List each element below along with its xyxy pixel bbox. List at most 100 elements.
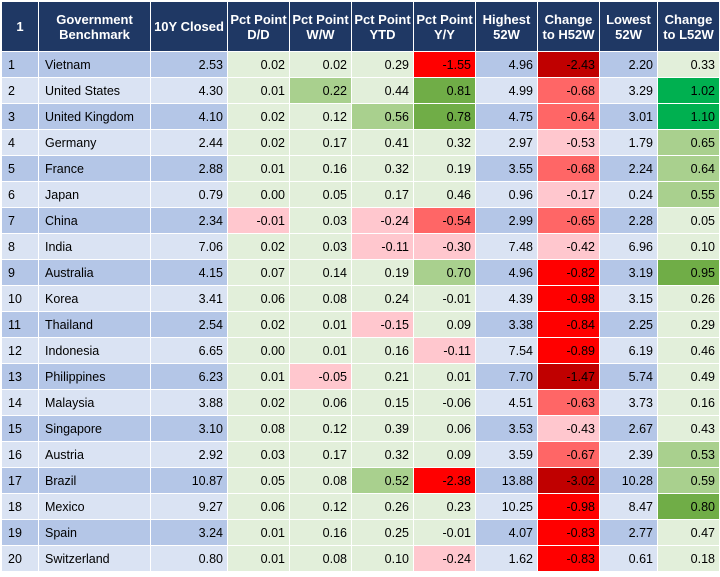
cell-chl: 0.05 [657, 207, 720, 234]
cell-high: 4.96 [475, 51, 538, 78]
cell-chl: 0.46 [657, 337, 720, 364]
cell-name: Singapore [38, 415, 151, 442]
cell-ytd: 0.16 [351, 337, 414, 364]
cell-closed: 6.65 [150, 337, 228, 364]
cell-ww: 0.22 [289, 77, 352, 104]
cell-name: United States [38, 77, 151, 104]
cell-closed: 2.44 [150, 129, 228, 156]
cell-dd: 0.02 [227, 103, 290, 130]
cell-rank: 20 [1, 545, 39, 572]
table-row: 16 Austria 2.92 0.03 0.17 0.32 0.09 3.59 -0.67 2.… [1, 441, 720, 468]
cell-chl: 0.47 [657, 519, 720, 546]
table-row: 8 India 7.06 0.02 0.03 -0.11 -0.30 7.48 -0.42 6.9… [1, 233, 720, 260]
cell-closed: 3.41 [150, 285, 228, 312]
cell-name: France [38, 155, 151, 182]
cell-chl: 0.53 [657, 441, 720, 468]
cell-name: Vietnam [38, 51, 151, 78]
cell-yy: 0.09 [413, 441, 476, 468]
cell-chl: 0.95 [657, 259, 720, 286]
cell-low: 6.19 [599, 337, 658, 364]
cell-ytd: 0.52 [351, 467, 414, 494]
cell-ytd: 0.19 [351, 259, 414, 286]
cell-high: 13.88 [475, 467, 538, 494]
cell-closed: 2.53 [150, 51, 228, 78]
table-row: 6 Japan 0.79 0.00 0.05 0.17 0.46 0.96 -0.17 0.24 0… [1, 181, 720, 208]
cell-low: 2.24 [599, 155, 658, 182]
cell-chh: -0.68 [537, 155, 600, 182]
cell-closed: 2.92 [150, 441, 228, 468]
cell-ytd: -0.24 [351, 207, 414, 234]
cell-low: 2.28 [599, 207, 658, 234]
cell-rank: 18 [1, 493, 39, 520]
cell-ww: 0.01 [289, 337, 352, 364]
cell-high: 2.97 [475, 129, 538, 156]
cell-dd: 0.03 [227, 441, 290, 468]
cell-chl: 0.26 [657, 285, 720, 312]
cell-dd: 0.02 [227, 129, 290, 156]
cell-yy: 0.06 [413, 415, 476, 442]
header-highest-52w: Highest 52W [475, 1, 538, 52]
cell-yy: 0.32 [413, 129, 476, 156]
cell-high: 4.99 [475, 77, 538, 104]
cell-chh: -0.89 [537, 337, 600, 364]
cell-dd: 0.02 [227, 233, 290, 260]
cell-name: Germany [38, 129, 151, 156]
cell-low: 6.96 [599, 233, 658, 260]
cell-high: 2.99 [475, 207, 538, 234]
table-row: 17 Brazil 10.87 0.05 0.08 0.52 -2.38 13.88 -3.02… [1, 467, 720, 494]
cell-name: Switzerland [38, 545, 151, 572]
cell-low: 3.29 [599, 77, 658, 104]
cell-ww: 0.17 [289, 441, 352, 468]
cell-chl: 0.55 [657, 181, 720, 208]
cell-chl: 0.29 [657, 311, 720, 338]
cell-yy: -1.55 [413, 51, 476, 78]
table-row: 20 Switzerland 0.80 0.01 0.08 0.10 -0.24 1.62 -0… [1, 545, 720, 572]
cell-dd: 0.01 [227, 545, 290, 572]
cell-name: United Kingdom [38, 103, 151, 130]
cell-high: 4.51 [475, 389, 538, 416]
cell-dd: 0.01 [227, 363, 290, 390]
cell-yy: -0.01 [413, 519, 476, 546]
cell-closed: 2.54 [150, 311, 228, 338]
cell-yy: 0.09 [413, 311, 476, 338]
header-ytd: Pct Point YTD [351, 1, 414, 52]
cell-ytd: -0.15 [351, 311, 414, 338]
cell-ww: 0.08 [289, 467, 352, 494]
cell-name: India [38, 233, 151, 260]
cell-rank: 9 [1, 259, 39, 286]
cell-chh: -0.98 [537, 493, 600, 520]
cell-dd: 0.07 [227, 259, 290, 286]
cell-chh: -0.67 [537, 441, 600, 468]
cell-name: Korea [38, 285, 151, 312]
cell-dd: 0.00 [227, 337, 290, 364]
cell-yy: 0.23 [413, 493, 476, 520]
cell-low: 2.67 [599, 415, 658, 442]
cell-dd: 0.06 [227, 493, 290, 520]
cell-high: 3.53 [475, 415, 538, 442]
cell-high: 4.75 [475, 103, 538, 130]
cell-ytd: 0.56 [351, 103, 414, 130]
table-row: 10 Korea 3.41 0.06 0.08 0.24 -0.01 4.39 -0.98 3.1… [1, 285, 720, 312]
cell-rank: 15 [1, 415, 39, 442]
cell-ytd: 0.26 [351, 493, 414, 520]
header-dd: Pct Point D/D [227, 1, 290, 52]
cell-closed: 0.80 [150, 545, 228, 572]
cell-low: 8.47 [599, 493, 658, 520]
cell-chl: 0.64 [657, 155, 720, 182]
cell-low: 0.61 [599, 545, 658, 572]
cell-chh: -2.43 [537, 51, 600, 78]
cell-high: 3.38 [475, 311, 538, 338]
cell-ytd: 0.32 [351, 441, 414, 468]
cell-yy: -0.54 [413, 207, 476, 234]
cell-rank: 7 [1, 207, 39, 234]
cell-high: 4.07 [475, 519, 538, 546]
cell-dd: -0.01 [227, 207, 290, 234]
cell-low: 3.01 [599, 103, 658, 130]
cell-name: Indonesia [38, 337, 151, 364]
cell-ww: 0.08 [289, 285, 352, 312]
cell-closed: 7.06 [150, 233, 228, 260]
cell-high: 3.59 [475, 441, 538, 468]
cell-ytd: 0.29 [351, 51, 414, 78]
cell-dd: 0.02 [227, 51, 290, 78]
cell-ww: 0.02 [289, 51, 352, 78]
